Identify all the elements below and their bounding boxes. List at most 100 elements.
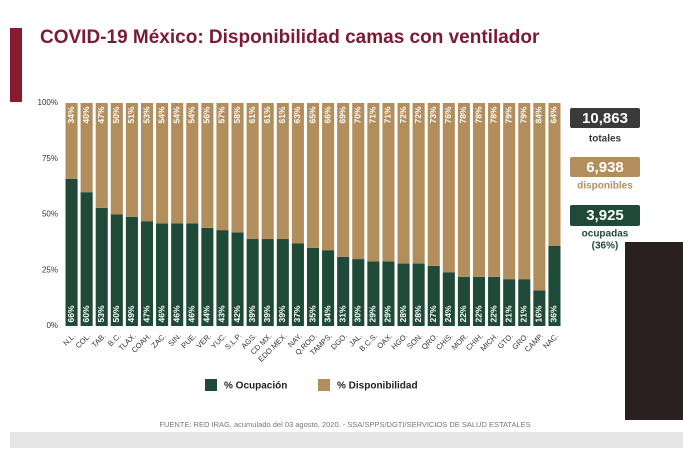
value-label: 53%: [141, 106, 151, 123]
x-tick-label: TAB.: [90, 331, 108, 349]
value-label: 34%: [66, 106, 76, 123]
x-tick-label: HGO.: [389, 331, 409, 351]
value-label: 22%: [488, 305, 498, 322]
bar-segment: [231, 103, 244, 233]
value-label: 43%: [217, 305, 227, 322]
value-label: 28%: [413, 305, 423, 322]
x-tick-label: CHIS.: [434, 331, 455, 352]
value-label: 54%: [156, 106, 166, 123]
legend-label: % Ocupación: [224, 381, 287, 392]
value-label: 31%: [337, 305, 347, 322]
value-label: 49%: [126, 305, 136, 322]
value-label: 57%: [217, 106, 227, 123]
bar-segment: [503, 279, 516, 326]
value-label: 27%: [428, 305, 438, 322]
value-label: 72%: [413, 106, 423, 123]
y-tick-label: 75%: [42, 154, 58, 163]
bar-segment: [322, 250, 335, 326]
x-tick-label: DGO.: [329, 331, 349, 351]
value-label: 21%: [503, 305, 513, 322]
footer: FUENTE: RED IRAG, acumulado del 03 agost…: [159, 420, 530, 429]
available-number: 6,938: [586, 159, 624, 176]
legend-swatch: [318, 379, 330, 391]
x-tick-label: COL.: [74, 331, 93, 350]
value-label: 60%: [81, 305, 91, 322]
value-label: 53%: [96, 305, 106, 322]
y-tick-label: 50%: [42, 210, 58, 219]
bar-segment: [110, 103, 123, 215]
bar-segment: [457, 103, 470, 277]
value-label: 46%: [171, 305, 181, 322]
bar-segment: [186, 223, 199, 326]
value-label: 79%: [519, 106, 529, 123]
value-label: 76%: [443, 106, 453, 123]
bar-segment: [382, 103, 395, 262]
bar-segment: [246, 239, 259, 326]
bar-segment: [156, 103, 169, 224]
occupied-number: 3,925: [586, 207, 624, 224]
value-label: 44%: [202, 305, 212, 322]
video-overlay: [625, 242, 683, 420]
occupied-share: (36%): [592, 241, 619, 252]
value-label: 47%: [141, 305, 151, 322]
bar-segment: [367, 103, 380, 262]
bar-segment: [442, 272, 455, 326]
bar-segment: [352, 259, 365, 326]
bar-segment: [548, 103, 561, 246]
bar-segment: [488, 276, 501, 326]
legend-label: % Disponibilidad: [337, 381, 418, 392]
bar-segment: [201, 103, 214, 228]
value-label: 61%: [247, 106, 257, 123]
bar-segment: [518, 103, 531, 280]
value-label: 46%: [156, 305, 166, 322]
bar-segment: [548, 245, 561, 326]
total-box: [570, 108, 640, 128]
bar-segment: [367, 261, 380, 326]
bar-segment: [65, 103, 78, 179]
bar-segment: [472, 276, 486, 326]
value-label: 70%: [353, 106, 363, 123]
value-label: 78%: [458, 106, 468, 123]
bar-segment: [216, 230, 229, 326]
value-label: 16%: [534, 305, 544, 322]
value-label: 65%: [307, 106, 317, 123]
bar-segment: [276, 103, 289, 240]
bar-segment: [95, 207, 108, 326]
value-label: 54%: [187, 106, 197, 123]
bar-segment: [412, 263, 425, 326]
occupied-label: ocupadas: [582, 229, 629, 240]
value-label: 50%: [111, 106, 121, 123]
value-label: 63%: [292, 106, 302, 123]
bar-segment: [322, 103, 335, 251]
value-label: 47%: [96, 106, 106, 123]
bar-segment: [337, 103, 350, 257]
bar-segment: [397, 263, 410, 326]
bar-segment: [533, 290, 546, 326]
bar-segment: [246, 103, 259, 240]
bar-segment: [261, 103, 274, 240]
bar-segment: [110, 214, 123, 326]
bar-segment: [427, 103, 440, 266]
bar-segment: [201, 227, 214, 326]
bar-segment: [352, 103, 365, 260]
value-label: 22%: [458, 305, 468, 322]
bar-segment: [291, 243, 304, 326]
value-label: 34%: [322, 305, 332, 322]
value-label: 36%: [549, 305, 559, 322]
value-label: 39%: [277, 305, 287, 322]
x-tick-label: ZAC.: [149, 331, 167, 349]
bar-segment: [337, 256, 350, 326]
bar-segment: [382, 261, 395, 326]
value-label: 61%: [277, 106, 287, 123]
bar-segment: [156, 223, 169, 326]
y-tick-label: 0%: [46, 321, 58, 330]
bar-segment: [186, 103, 199, 224]
value-label: 78%: [473, 106, 483, 123]
bar-segment: [95, 103, 108, 208]
x-tick-label: NAC.: [541, 331, 560, 350]
value-label: 61%: [262, 106, 272, 123]
bar-segment: [231, 232, 244, 326]
value-label: 46%: [187, 305, 197, 322]
bar-segment: [140, 103, 154, 222]
